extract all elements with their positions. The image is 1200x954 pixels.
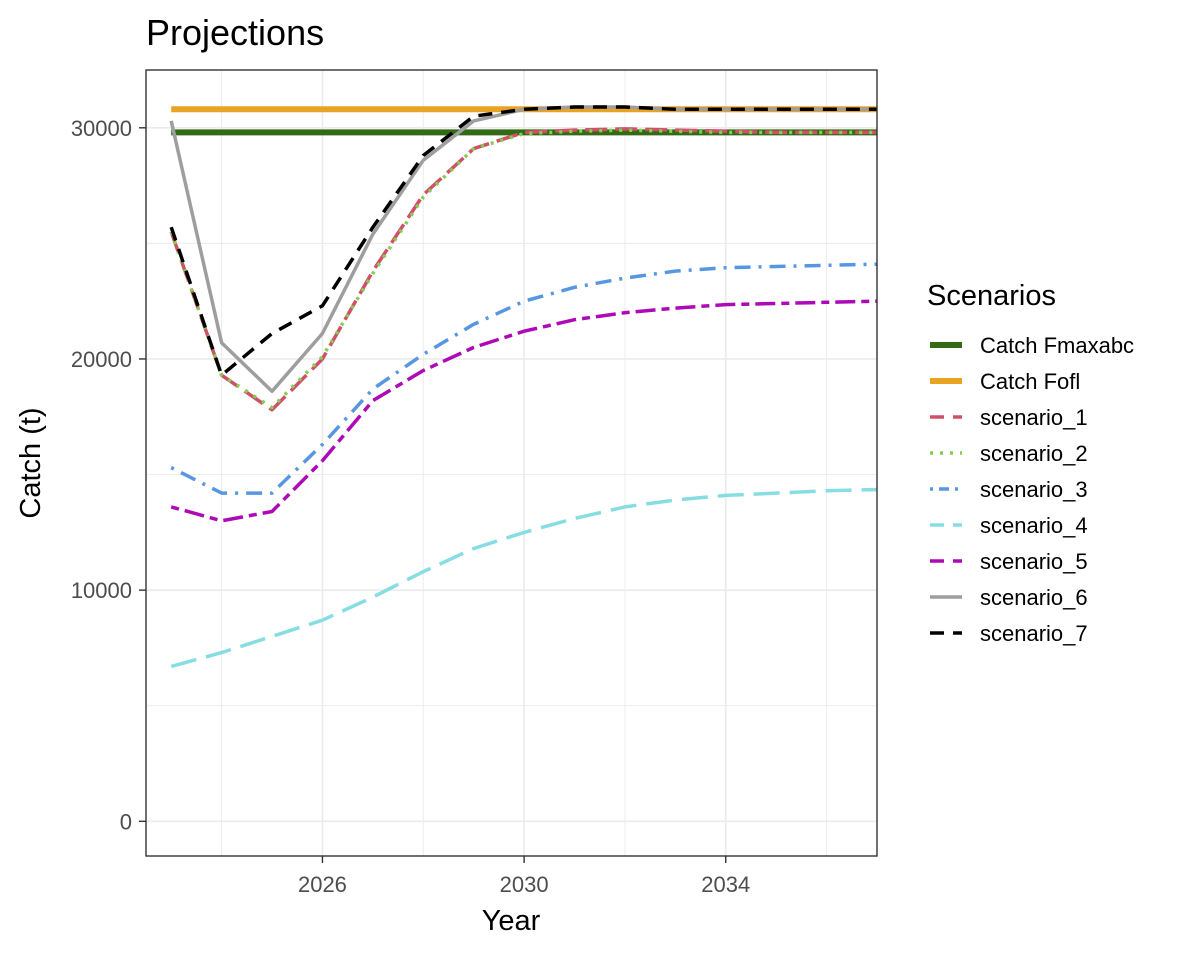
chart-title: Projections: [146, 12, 324, 53]
legend-label-Catch Fmaxabc: Catch Fmaxabc: [980, 333, 1134, 358]
y-tick-label: 0: [120, 809, 132, 834]
legend-label-scenario_7: scenario_7: [980, 621, 1088, 646]
legend-label-scenario_3: scenario_3: [980, 477, 1088, 502]
y-tick-label: 20000: [71, 347, 132, 372]
legend-label-scenario_2: scenario_2: [980, 441, 1088, 466]
legend-label-Catch Fofl: Catch Fofl: [980, 369, 1080, 394]
y-tick-label: 10000: [71, 578, 132, 603]
x-tick-label: 2026: [298, 872, 347, 897]
x-axis-title: Year: [482, 905, 541, 937]
axis-ticks: 2026 2030 2034 0 10000 20000 30000: [71, 116, 750, 897]
x-tick-label: 2034: [701, 872, 750, 897]
legend-label-scenario_6: scenario_6: [980, 585, 1088, 610]
y-axis-title: Catch (t): [15, 407, 47, 518]
legend-label-scenario_5: scenario_5: [980, 549, 1088, 574]
series-line-scenario_2: [169, 128, 877, 410]
plot-panel-border: [145, 69, 878, 857]
legend-label-scenario_1: scenario_1: [980, 405, 1088, 430]
series-line-scenario_5: [170, 299, 878, 523]
legend-title: Scenarios: [927, 280, 1056, 312]
series-line-scenario_4: [170, 487, 878, 669]
grid-lines: [146, 70, 877, 856]
plot-series: [169, 105, 878, 669]
legend-label-scenario_4: scenario_4: [980, 513, 1088, 538]
y-tick-label: 30000: [71, 116, 132, 141]
series-line-scenario_7: [169, 105, 877, 377]
series-line-scenario_3: [170, 262, 878, 495]
x-tick-label: 2030: [500, 872, 549, 897]
legend: Catch Fmaxabc Catch Fofl scenario_1scenari…: [930, 333, 1134, 646]
